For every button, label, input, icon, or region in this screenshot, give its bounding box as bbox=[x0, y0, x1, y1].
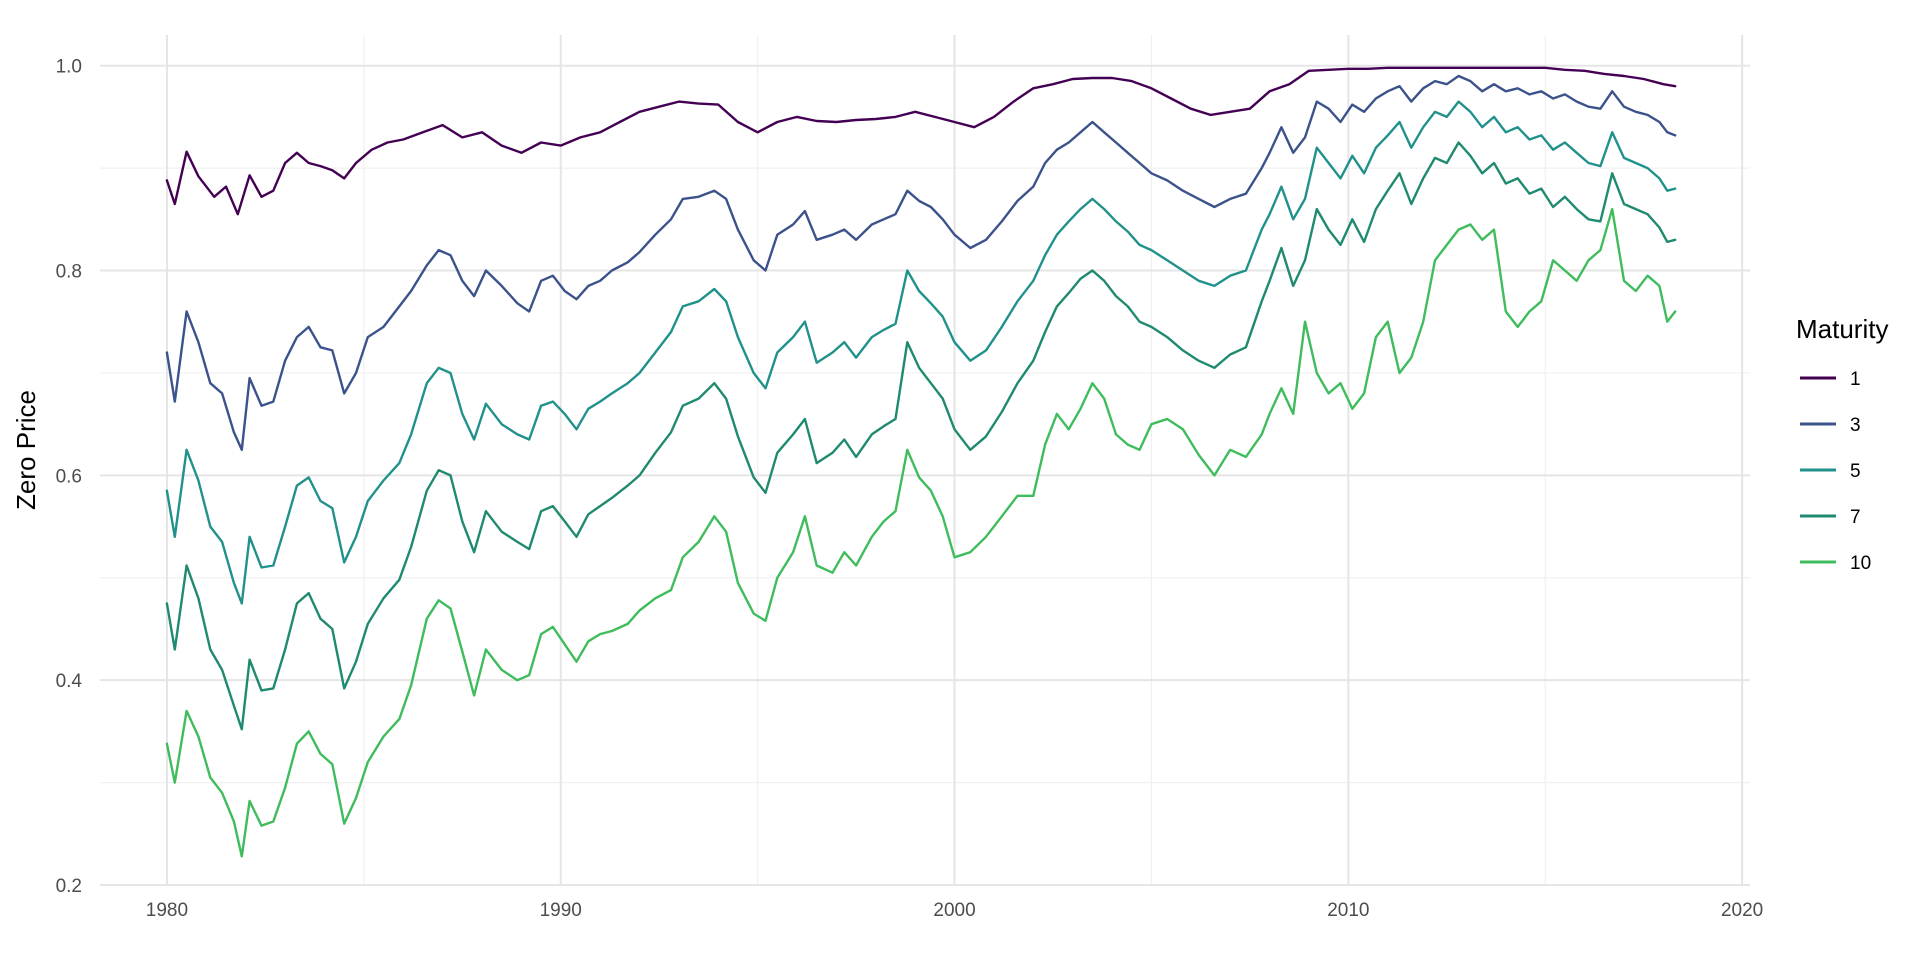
legend: Maturity 1 3 5 7 10 bbox=[1796, 314, 1888, 574]
x-tick-label: 2020 bbox=[1721, 900, 1763, 921]
grid-lines bbox=[100, 35, 1750, 886]
y-axis-title: Zero Price bbox=[11, 390, 41, 510]
y-tick-label: 1.0 bbox=[56, 57, 82, 78]
x-tick-label: 1990 bbox=[540, 900, 582, 921]
series-line-1 bbox=[165, 66, 1677, 216]
x-tick-label: 2010 bbox=[1327, 900, 1369, 921]
axis-labels: 1980 1990 2000 2010 2020 0.2 0.4 0.6 0.8 1.0 bbox=[56, 57, 1764, 921]
series-lines bbox=[165, 66, 1677, 858]
series-line-10 bbox=[165, 207, 1677, 858]
legend-title: Maturity bbox=[1796, 314, 1888, 344]
legend-label-10: 10 bbox=[1850, 553, 1871, 574]
y-tick-label: 0.8 bbox=[56, 262, 82, 283]
series-line-3 bbox=[165, 74, 1677, 451]
series-line-5 bbox=[165, 100, 1677, 605]
x-tick-label: 2000 bbox=[933, 900, 975, 921]
y-tick-label: 0.4 bbox=[56, 671, 83, 692]
x-tick-label: 1980 bbox=[146, 900, 188, 921]
y-tick-label: 0.2 bbox=[56, 876, 82, 897]
legend-label-5: 5 bbox=[1850, 461, 1861, 482]
legend-label-1: 1 bbox=[1850, 369, 1861, 390]
y-tick-label: 0.6 bbox=[56, 466, 82, 487]
legend-label-7: 7 bbox=[1850, 507, 1861, 528]
legend-label-3: 3 bbox=[1850, 415, 1861, 436]
series-line-7 bbox=[165, 141, 1677, 731]
